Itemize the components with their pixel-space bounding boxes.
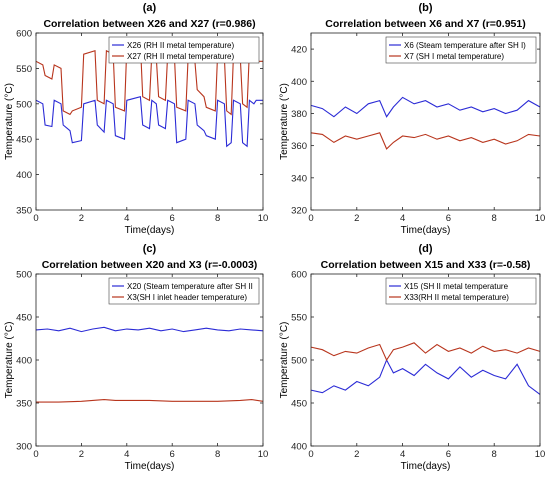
legend-entry: X20 (Steam temperature after SH II [127, 282, 253, 291]
legend-entry: X33(RH II metal temperature) [404, 293, 509, 302]
legend: X20 (Steam temperature after SH II X3(SH … [108, 277, 260, 305]
panel-3: (c) Correlation between X20 and X3 (r=-0.… [4, 243, 268, 472]
x-tick-label: 8 [215, 213, 220, 224]
y-tick-label: 500 [16, 270, 32, 281]
legend: X6 (Steam temperature after SH I) X7 (SH … [385, 36, 537, 64]
panel-letter: (d) [418, 243, 432, 255]
y-axis-label: Temperature (°C) [4, 83, 15, 160]
chart-title: Correlation between X6 and X7 (r=0.951) [325, 18, 525, 30]
x-tick-label: 8 [492, 213, 497, 224]
y-tick-label: 400 [16, 356, 32, 367]
series-line-1 [310, 358, 541, 395]
x-tick-label: 6 [446, 213, 451, 224]
y-tick-label: 380 [291, 109, 307, 120]
y-axis-label: Temperature (°C) [4, 322, 15, 399]
y-tick-label: 450 [16, 313, 32, 324]
x-tick-label: 10 [535, 213, 546, 224]
x-tick-label: 0 [33, 213, 38, 224]
y-tick-label: 550 [16, 64, 32, 75]
legend-entry: X6 (Steam temperature after SH I) [404, 41, 526, 50]
x-tick-label: 0 [308, 449, 313, 460]
x-axis-label: Time(days) [401, 225, 451, 236]
x-tick-label: 4 [400, 449, 405, 460]
x-axis-label: Time(days) [401, 461, 451, 472]
legend-entry: X3(SH I inlet header temperature) [127, 293, 247, 302]
x-tick-label: 6 [170, 213, 175, 224]
y-tick-label: 400 [291, 77, 307, 88]
y-axis-label: Temperature (°C) [279, 322, 290, 399]
panel-letter: (b) [418, 2, 432, 14]
y-tick-label: 450 [291, 399, 307, 410]
axes-frame [310, 32, 541, 211]
x-tick-label: 2 [354, 213, 359, 224]
legend-box [385, 277, 537, 305]
panel-2: (b) Correlation between X6 and X7 (r=0.95… [279, 2, 545, 236]
series-line-2 [310, 342, 541, 362]
y-tick-label: 400 [16, 170, 32, 181]
x-tick-label: 10 [535, 449, 546, 460]
y-tick-label: 600 [16, 29, 32, 40]
series-line-2 [36, 399, 264, 403]
series-line-1 [310, 96, 541, 118]
panel-4: (d) Correlation between X15 and X33 (r=-0… [279, 243, 545, 472]
x-tick-label: 2 [79, 449, 84, 460]
chart-title: Correlation between X26 and X27 (r=0.986… [43, 18, 255, 30]
x-tick-label: 10 [258, 449, 269, 460]
x-axis-label: Time(days) [125, 225, 175, 236]
x-tick-label: 2 [354, 449, 359, 460]
x-tick-label: 6 [446, 449, 451, 460]
y-tick-label: 550 [291, 313, 307, 324]
legend: X15 (SH II metal temperature X33(RH II me… [385, 277, 537, 305]
x-tick-label: 6 [170, 449, 175, 460]
panel-letter: (c) [143, 243, 157, 255]
y-tick-label: 320 [291, 206, 307, 217]
legend-box [108, 277, 260, 305]
y-axis-label: Temperature (°C) [279, 83, 290, 160]
legend-entry: X15 (SH II metal temperature [404, 282, 509, 291]
series-line-2 [310, 132, 541, 150]
y-tick-label: 350 [16, 206, 32, 217]
axes-frame [35, 32, 264, 211]
panel-1: (a) Correlation between X26 and X27 (r=0.… [4, 2, 268, 236]
y-tick-label: 500 [291, 356, 307, 367]
legend-box [385, 36, 537, 64]
y-tick-label: 360 [291, 141, 307, 152]
y-tick-label: 420 [291, 45, 307, 56]
x-tick-label: 8 [492, 449, 497, 460]
chart-title: Correlation between X20 and X3 (r=-0.000… [42, 259, 258, 271]
series-line-2 [35, 42, 263, 116]
legend-box [108, 36, 260, 64]
y-tick-label: 350 [16, 399, 32, 410]
x-tick-label: 4 [124, 449, 129, 460]
legend-entry: X26 (RH II metal temperature) [127, 41, 234, 50]
panel-letter: (a) [143, 2, 157, 14]
x-tick-label: 0 [308, 213, 313, 224]
y-tick-label: 300 [16, 442, 32, 453]
x-tick-label: 0 [33, 449, 38, 460]
x-tick-label: 8 [215, 449, 220, 460]
y-tick-label: 500 [16, 99, 32, 110]
legend: X26 (RH II metal temperature) X27 (RH II … [108, 36, 260, 64]
legend-entry: X27 (RH II metal temperature) [127, 52, 234, 61]
y-tick-label: 600 [291, 270, 307, 281]
series-line-1 [35, 326, 264, 333]
legend-entry: X7 (SH I metal temperature) [404, 52, 504, 61]
y-tick-label: 400 [291, 442, 307, 453]
y-tick-label: 340 [291, 173, 307, 184]
x-tick-label: 10 [258, 213, 269, 224]
x-tick-label: 4 [124, 213, 129, 224]
series-line-1 [35, 96, 263, 148]
chart-title: Correlation between X15 and X33 (r=-0.58… [321, 259, 531, 271]
x-tick-label: 2 [79, 213, 84, 224]
x-tick-label: 4 [400, 213, 405, 224]
x-axis-label: Time(days) [125, 461, 175, 472]
y-tick-label: 450 [16, 135, 32, 146]
